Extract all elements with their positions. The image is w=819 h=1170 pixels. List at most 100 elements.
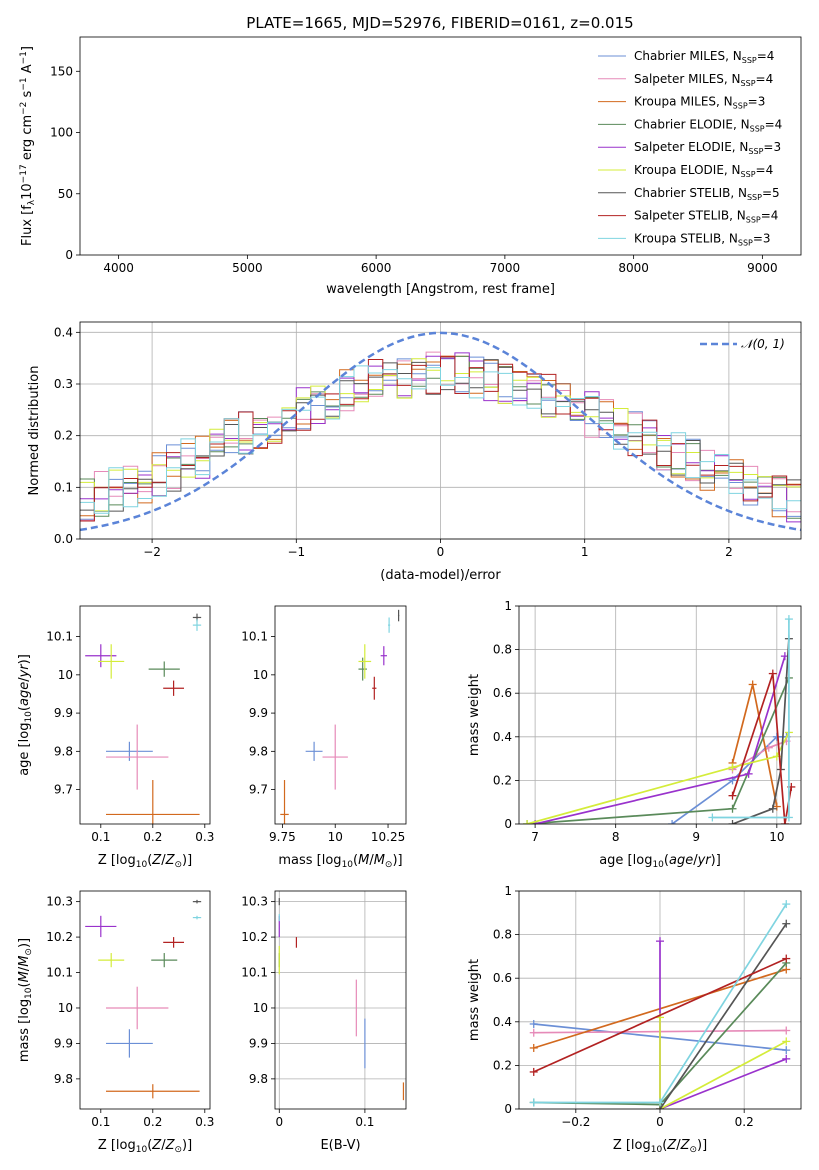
y-tick-label: 9.8 — [249, 1072, 268, 1086]
y-tick-label: 1 — [504, 599, 512, 613]
axes-frame — [518, 605, 802, 825]
y-tick-label: 0.4 — [493, 1015, 512, 1029]
x-axis-label: Z [log10(Z/Z⊙)] — [98, 853, 192, 870]
y-tick-label: 0.1 — [54, 480, 73, 494]
x-axis-label: E(B-V) — [320, 1138, 360, 1153]
x-tick-label: 0.2 — [143, 1115, 162, 1129]
error-bar-point — [106, 780, 200, 824]
weight-vs-age-plot-area — [523, 615, 796, 824]
error-bar-point — [388, 617, 391, 633]
y-tick-label: 100 — [50, 126, 73, 140]
x-tick-label: 4000 — [103, 261, 134, 275]
error-bar-point — [85, 915, 117, 938]
error-bar-point — [322, 724, 348, 790]
x-tick-label: 8 — [612, 830, 620, 844]
plus-marker — [780, 820, 789, 824]
y-tick-label: 10 — [58, 668, 73, 682]
x-tick-label: 10.25 — [371, 830, 405, 844]
y-tick-label: 0.2 — [493, 1058, 512, 1072]
plus-marker — [529, 1028, 538, 1037]
x-tick-label: 6000 — [361, 261, 392, 275]
x-axis-label: Z [log10(Z/Z⊙)] — [613, 1138, 707, 1155]
y-tick-label: 9.9 — [249, 706, 268, 720]
plus-marker — [728, 791, 737, 800]
weight-line — [659, 1017, 787, 1109]
plus-marker — [744, 769, 753, 778]
plus-marker — [529, 1067, 538, 1076]
x-tick-label: 2 — [725, 545, 733, 559]
axes-frame — [274, 605, 407, 825]
plus-marker — [523, 820, 532, 824]
age-vs-Z-plot-area — [85, 613, 202, 824]
y-tick-label: 10.1 — [46, 966, 73, 980]
legend-entry: Kroupa ELODIE, NSSP=4 — [634, 163, 773, 179]
spectrum-panel: 4000 5000 6000 7000 8000 9000 0 50 100 150 wavelen… — [19, 36, 802, 297]
y-tick-label: 9.8 — [249, 744, 268, 758]
y-tick-label: 0.4 — [54, 325, 73, 339]
x-tick-label: 5000 — [232, 261, 263, 275]
mass-vs-EBV-plot-area — [278, 898, 405, 1101]
plus-marker — [784, 813, 793, 822]
y-tick-label: 9.7 — [54, 783, 73, 797]
plus-marker — [782, 954, 791, 963]
error-bar-point — [192, 619, 202, 631]
x-axis-label: age [log10(age/yr)] — [599, 853, 721, 870]
legend-entry: Salpeter MILES, NSSP=4 — [634, 72, 773, 88]
error-bar-point — [163, 937, 184, 948]
x-tick-label: 10 — [328, 830, 343, 844]
error-bar-point — [305, 741, 323, 761]
x-tick-label: 0.2 — [735, 1115, 754, 1129]
y-tick-label: 10.3 — [241, 895, 268, 909]
x-tick-label: 9.75 — [269, 830, 296, 844]
weight-line — [659, 923, 788, 1109]
x-tick-label: 10 — [769, 830, 784, 844]
x-tick-label: 0 — [656, 1115, 664, 1129]
y-tick-label: 0.6 — [493, 686, 512, 700]
error-bar-point — [106, 986, 169, 1030]
y-tick-label: 9.8 — [54, 744, 73, 758]
weight-line — [533, 957, 787, 1073]
x-axis-label: (data-model)/error — [380, 568, 501, 583]
plus-marker — [748, 680, 757, 689]
error-bar-point — [151, 953, 178, 968]
y-tick-label: 9.9 — [54, 706, 73, 720]
error-bar-point — [98, 644, 125, 679]
y-tick-label: 10.1 — [46, 630, 73, 644]
plus-marker — [656, 1098, 664, 1107]
plus-marker — [728, 804, 737, 813]
legend-entry: Chabrier ELODIE, NSSP=4 — [634, 117, 782, 133]
x-axis-label: Z [log10(Z/Z⊙)] — [98, 1138, 192, 1155]
y-tick-label: 10.1 — [241, 966, 268, 980]
y-axis-label: mass [log10(M/M⊙)] — [17, 938, 34, 1062]
y-tick-label: 0.3 — [54, 377, 73, 391]
error-bar-point — [397, 609, 400, 622]
error-bar-point — [106, 1029, 153, 1058]
weight-line — [534, 655, 786, 824]
y-tick-label: 1 — [504, 884, 512, 898]
x-tick-label: 0.3 — [195, 1115, 214, 1129]
residuals-plot-area — [80, 331, 801, 532]
x-tick-label: −2 — [143, 545, 161, 559]
y-tick-label: 10 — [253, 1001, 268, 1015]
error-bar-point — [358, 644, 372, 679]
weight-vs-Z-plot-area — [529, 900, 791, 1109]
y-tick-label: 10.1 — [241, 630, 268, 644]
plus-marker — [728, 820, 737, 824]
axes-frame — [79, 890, 211, 1110]
x-tick-label: −0.2 — [561, 1115, 590, 1129]
legend-entry: Kroupa STELIB, NSSP=3 — [634, 231, 771, 247]
mass-vs-Z-panel: 0.1 0.2 0.3 9.8 9.9 10 10.1 10.2 10.3 Z [log10(Z/… — [17, 890, 214, 1155]
error-bar-point — [106, 1084, 200, 1099]
mass-vs-Z-plot-area — [85, 899, 202, 1099]
plus-marker — [764, 743, 773, 752]
error-bar-point — [106, 724, 169, 790]
plus-marker — [782, 900, 791, 909]
y-tick-label: 0.0 — [54, 532, 73, 546]
x-tick-label: 0 — [437, 545, 445, 559]
x-tick-label: −1 — [287, 545, 305, 559]
error-bar-point — [380, 646, 387, 666]
weight-vs-age-panel: 7 8 9 10 0 0.2 0.4 0.6 0.8 1 age [log10(age/yr)] ma… — [467, 599, 802, 870]
histogram-step — [80, 365, 801, 514]
plus-marker — [728, 763, 737, 772]
